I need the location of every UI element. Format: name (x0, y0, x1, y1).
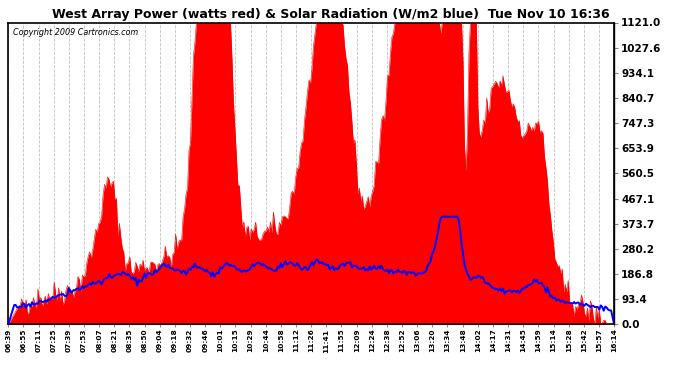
Text: Copyright 2009 Cartronics.com: Copyright 2009 Cartronics.com (12, 28, 137, 37)
Text: West Array Power (watts red) & Solar Radiation (W/m2 blue)  Tue Nov 10 16:36: West Array Power (watts red) & Solar Rad… (52, 8, 610, 21)
